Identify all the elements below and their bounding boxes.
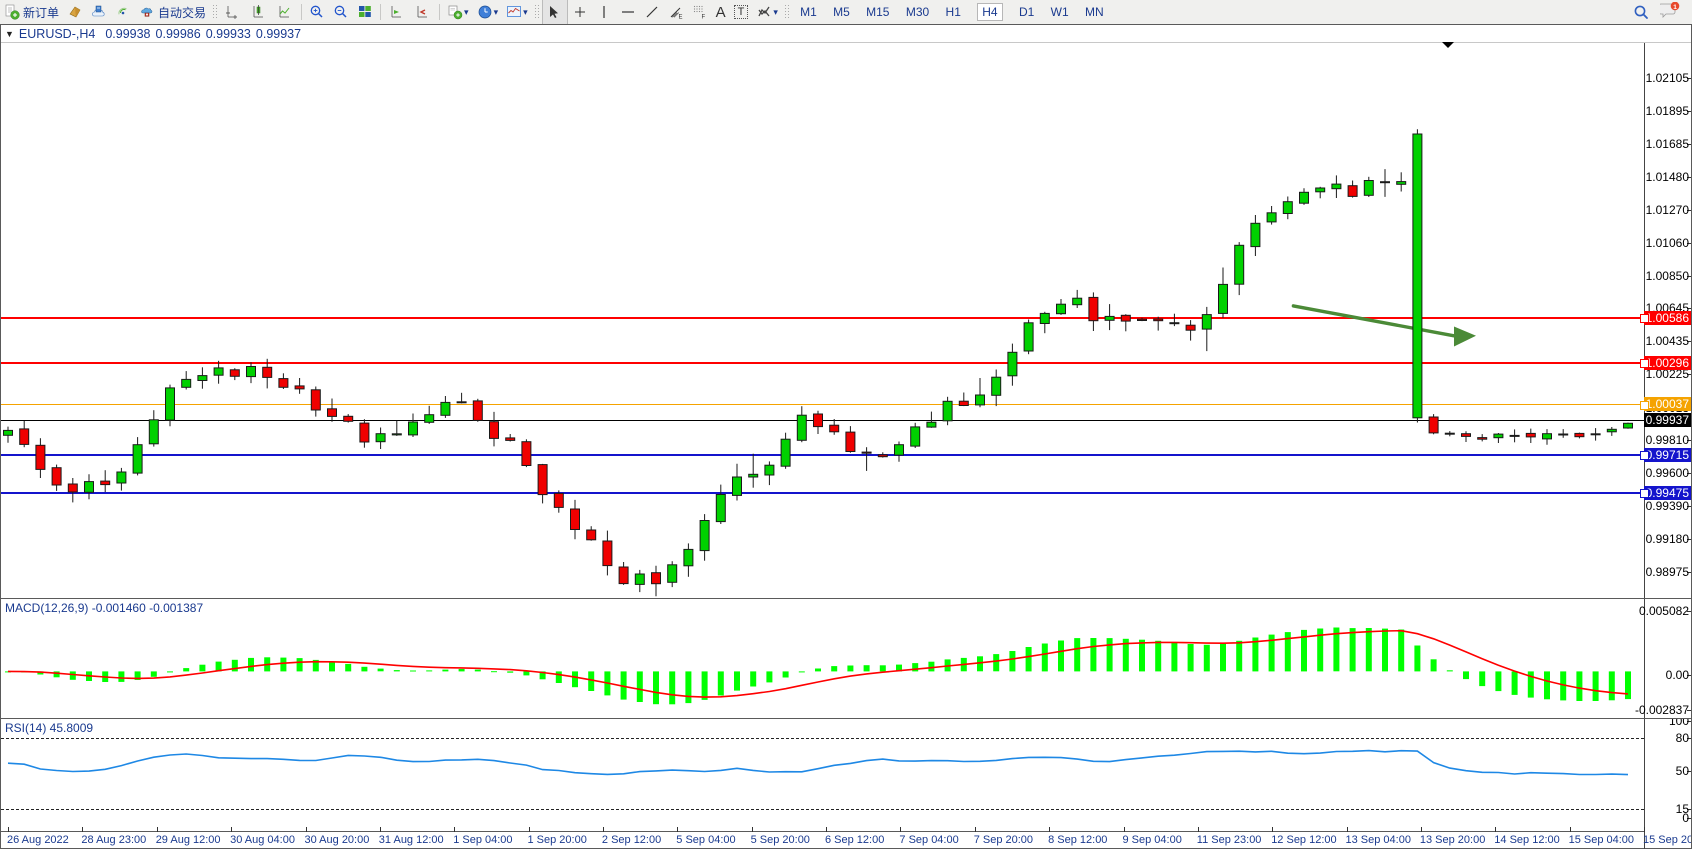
svg-text:E: E <box>678 15 682 21</box>
svg-text:1: 1 <box>1673 4 1677 11</box>
svg-text:F: F <box>701 15 705 21</box>
